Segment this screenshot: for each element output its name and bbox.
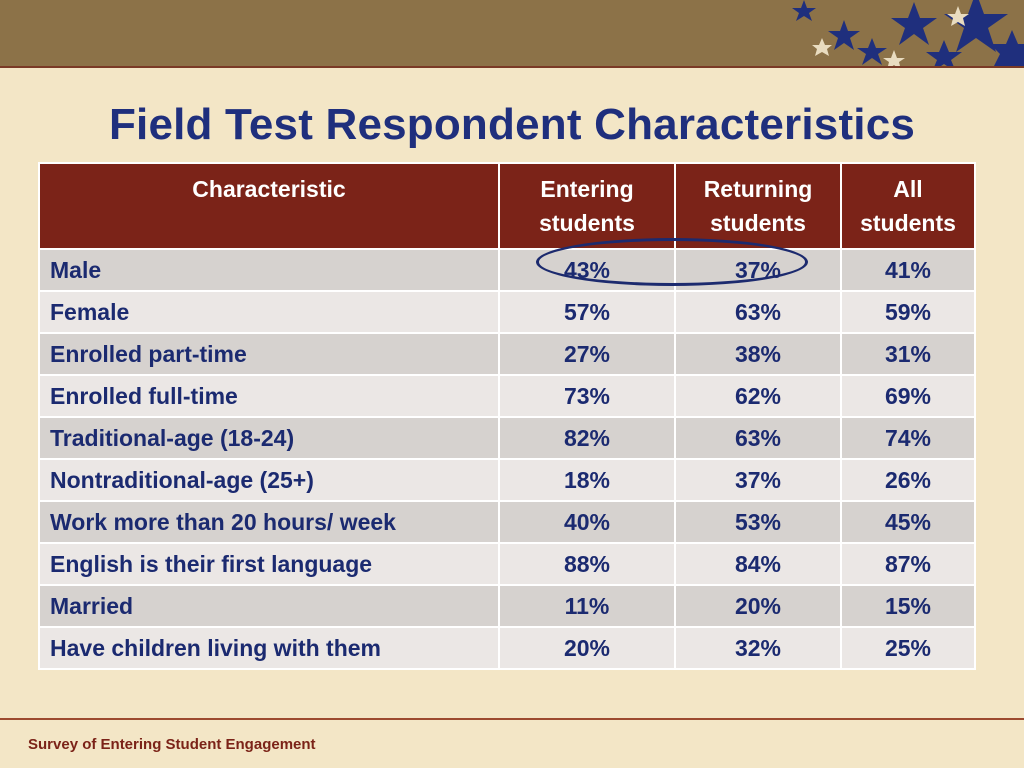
returning-value: 37% [674,458,842,502]
header-characteristic: Characteristic [38,162,500,250]
row-label: Male [38,248,500,292]
returning-value: 63% [674,290,842,334]
footer-text: Survey of Entering Student Engagement [28,736,316,753]
table-row: Female 57% 63% 59% [38,290,976,334]
returning-value: 63% [674,416,842,460]
table-row: Enrolled full-time 73% 62% 69% [38,374,976,418]
table-row: Male 43% 37% 41% [38,248,976,292]
all-value: 25% [840,626,976,670]
returning-value: 37% [674,248,842,292]
row-label: Nontraditional-age (25+) [38,458,500,502]
all-value: 15% [840,584,976,628]
row-label: English is their first language [38,542,500,586]
row-label: Female [38,290,500,334]
row-label: Work more than 20 hours/ week [38,500,500,544]
stars-decoration [792,0,1024,66]
row-label: Enrolled full-time [38,374,500,418]
row-label: Enrolled part-time [38,332,500,376]
returning-value: 84% [674,542,842,586]
entering-value: 82% [498,416,676,460]
row-label: Have children living with them [38,626,500,670]
footer-divider [0,718,1024,720]
all-value: 59% [840,290,976,334]
all-value: 45% [840,500,976,544]
header-entering: Entering students [498,162,676,250]
slide-title: Field Test Respondent Characteristics [108,100,916,149]
returning-value: 38% [674,332,842,376]
table-row: Work more than 20 hours/ week 40% 53% 45… [38,500,976,544]
all-value: 87% [840,542,976,586]
all-value: 41% [840,248,976,292]
header-returning: Returning students [674,162,842,250]
table-row: Enrolled part-time 27% 38% 31% [38,332,976,376]
characteristics-table: Characteristic Entering students Returni… [38,162,976,670]
row-label: Traditional-age (18-24) [38,416,500,460]
header-all: All students [840,162,976,250]
entering-value: 88% [498,542,676,586]
table-header-row: Characteristic Entering students Returni… [38,162,976,250]
all-value: 31% [840,332,976,376]
entering-value: 20% [498,626,676,670]
all-value: 69% [840,374,976,418]
all-value: 74% [840,416,976,460]
table-row: English is their first language 88% 84% … [38,542,976,586]
top-banner [0,0,1024,68]
entering-value: 27% [498,332,676,376]
entering-value: 18% [498,458,676,502]
table-row: Nontraditional-age (25+) 18% 37% 26% [38,458,976,502]
entering-value: 57% [498,290,676,334]
entering-value: 43% [498,248,676,292]
table-row: Traditional-age (18-24) 82% 63% 74% [38,416,976,460]
all-value: 26% [840,458,976,502]
table-row: Married 11% 20% 15% [38,584,976,628]
returning-value: 53% [674,500,842,544]
table-row: Have children living with them 20% 32% 2… [38,626,976,670]
returning-value: 32% [674,626,842,670]
returning-value: 62% [674,374,842,418]
row-label: Married [38,584,500,628]
returning-value: 20% [674,584,842,628]
entering-value: 73% [498,374,676,418]
entering-value: 40% [498,500,676,544]
entering-value: 11% [498,584,676,628]
